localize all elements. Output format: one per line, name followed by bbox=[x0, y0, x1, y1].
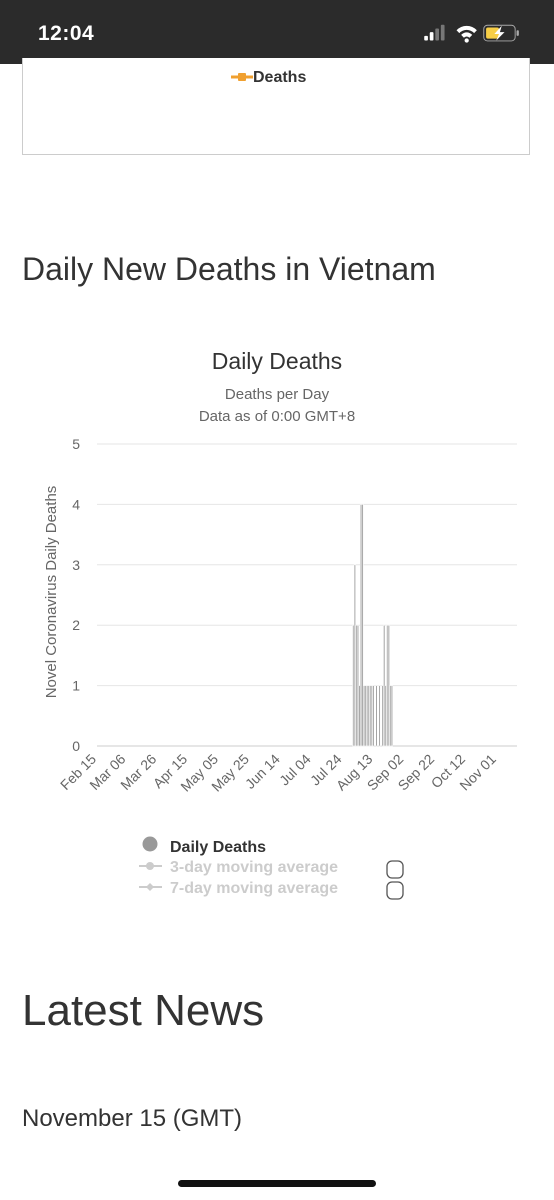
legend-daily-label: Daily Deaths bbox=[170, 839, 266, 856]
bar-daily-deaths[interactable] bbox=[361, 504, 364, 747]
legend-7day-label: 7-day moving average bbox=[170, 880, 338, 897]
section-title: Daily New Deaths in Vietnam bbox=[22, 251, 436, 287]
bar-daily-deaths[interactable] bbox=[390, 685, 393, 747]
status-bar: 12:04 bbox=[0, 0, 554, 64]
bars bbox=[352, 504, 393, 747]
previous-chart-legend-label[interactable]: Deaths bbox=[253, 69, 307, 86]
legend-daily-marker-icon bbox=[142, 836, 158, 852]
y-axis-title: Novel Coronavirus Daily Deaths bbox=[43, 486, 60, 699]
legend-item-3day-average[interactable]: 3-day moving average bbox=[139, 859, 338, 876]
legend-3day-label: 3-day moving average bbox=[170, 859, 338, 876]
status-time: 12:04 bbox=[38, 22, 95, 45]
chart-subtitle-line2: Data as of 0:00 GMT+8 bbox=[199, 408, 355, 425]
latest-news-heading: Latest News bbox=[22, 986, 265, 1035]
gridlines bbox=[97, 443, 517, 747]
wifi-icon bbox=[456, 25, 477, 43]
legend-3day-marker-icon bbox=[146, 862, 154, 870]
chart-svg: Daily Deaths Deaths per Day Data as of 0… bbox=[43, 348, 517, 900]
previous-chart-card: Deaths bbox=[22, 58, 530, 155]
y-tick-label: 2 bbox=[72, 617, 80, 633]
bar-daily-deaths[interactable] bbox=[375, 685, 378, 747]
bar-daily-deaths[interactable] bbox=[378, 685, 381, 747]
chart-subtitle-line1: Deaths per Day bbox=[225, 386, 330, 403]
news-date: November 15 (GMT) bbox=[22, 1105, 243, 1132]
y-tick-label: 1 bbox=[72, 678, 80, 694]
legend-item-7day-average[interactable]: 7-day moving average bbox=[139, 880, 338, 897]
bar-daily-deaths[interactable] bbox=[372, 685, 375, 747]
legend-item-daily-deaths[interactable]: Daily Deaths bbox=[142, 836, 267, 857]
legend-7day-marker-icon bbox=[146, 883, 154, 891]
status-icons bbox=[424, 24, 519, 43]
y-tick-label: 5 bbox=[72, 436, 80, 452]
battery-charging-icon bbox=[483, 24, 519, 42]
y-tick-label: 3 bbox=[72, 557, 80, 573]
chart-title: Daily Deaths bbox=[212, 348, 342, 374]
x-tick-label: Jun 14 bbox=[242, 751, 283, 792]
legend-line-marker-icon[interactable] bbox=[231, 72, 253, 82]
x-tick-label: Jul 04 bbox=[276, 751, 314, 789]
daily-deaths-chart: Daily Deaths Deaths per Day Data as of 0… bbox=[0, 330, 554, 920]
home-indicator bbox=[178, 1180, 376, 1187]
y-tick-label: 4 bbox=[72, 496, 80, 512]
cellular-signal-icon bbox=[424, 24, 445, 41]
legend-toggle-7day-checkbox[interactable] bbox=[386, 881, 404, 900]
y-tick-labels: 0 1 2 3 4 5 bbox=[72, 436, 80, 754]
x-tick-label: Mar 26 bbox=[117, 751, 159, 793]
y-tick-label: 0 bbox=[72, 738, 80, 754]
legend-toggle-3day-checkbox[interactable] bbox=[386, 860, 404, 879]
legend: Daily Deaths 3-day moving average 7-day … bbox=[139, 836, 404, 900]
